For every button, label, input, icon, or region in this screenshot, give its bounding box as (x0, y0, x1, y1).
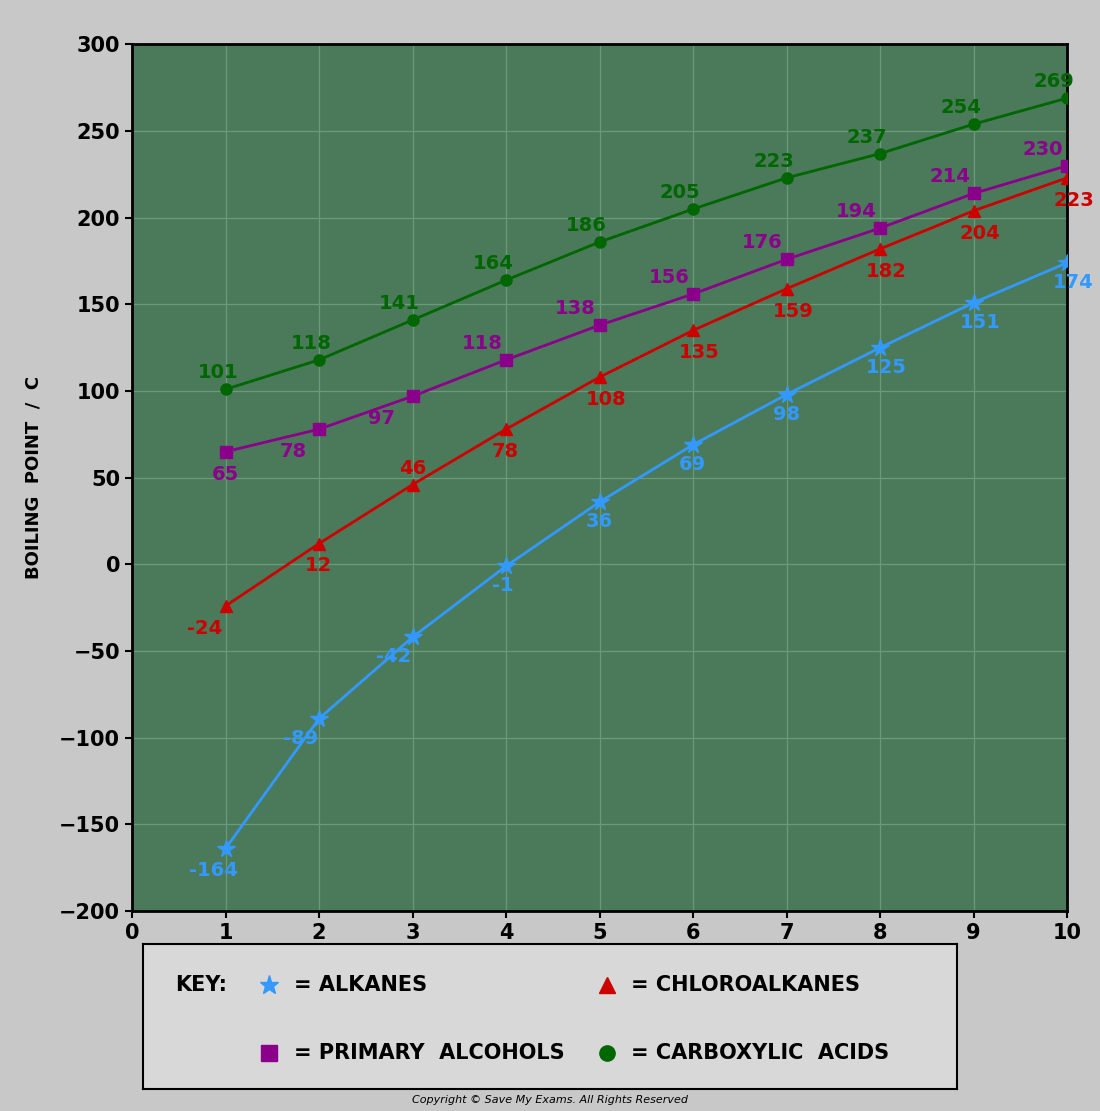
Text: KEY:: KEY: (176, 974, 228, 994)
Text: 254: 254 (940, 98, 981, 117)
Text: -24: -24 (187, 619, 222, 638)
Text: 269: 269 (1034, 72, 1075, 91)
Text: 65: 65 (211, 464, 239, 483)
Text: 164: 164 (473, 254, 514, 273)
Text: -89: -89 (283, 729, 318, 748)
Text: 174: 174 (1053, 273, 1093, 292)
Text: 237: 237 (847, 128, 888, 147)
Text: 46: 46 (398, 459, 426, 478)
Text: 125: 125 (866, 358, 908, 377)
Y-axis label: BOILING  POINT  /  C: BOILING POINT / C (24, 377, 43, 579)
Text: -164: -164 (189, 861, 239, 880)
Text: 156: 156 (649, 268, 690, 287)
Text: 78: 78 (280, 442, 307, 461)
Text: 101: 101 (198, 363, 239, 382)
Text: 69: 69 (679, 454, 706, 473)
Text: = ALKANES: = ALKANES (294, 974, 427, 994)
X-axis label: NUMBER  OF  CARBON  ATOMS: NUMBER OF CARBON ATOMS (421, 960, 778, 980)
Text: 194: 194 (836, 202, 877, 221)
Text: = CARBOXYLIC  ACIDS: = CARBOXYLIC ACIDS (631, 1042, 890, 1063)
Text: 204: 204 (959, 223, 1000, 242)
Text: 36: 36 (585, 512, 613, 531)
Text: 205: 205 (660, 183, 701, 202)
Text: = PRIMARY  ALCOHOLS: = PRIMARY ALCOHOLS (294, 1042, 564, 1063)
Text: 182: 182 (866, 262, 908, 281)
Text: -42: -42 (376, 648, 411, 667)
Text: 223: 223 (1053, 191, 1093, 210)
Text: 151: 151 (959, 312, 1001, 332)
Text: 12: 12 (305, 557, 332, 575)
Text: 214: 214 (930, 168, 970, 187)
Text: 97: 97 (368, 409, 395, 428)
Text: 78: 78 (492, 442, 519, 461)
Text: 135: 135 (679, 343, 719, 362)
Text: 223: 223 (754, 152, 794, 171)
Text: 186: 186 (566, 216, 607, 234)
Text: 118: 118 (462, 333, 503, 353)
Text: 230: 230 (1023, 140, 1063, 159)
Text: 108: 108 (585, 390, 626, 409)
Text: = CHLOROALKANES: = CHLOROALKANES (631, 974, 860, 994)
Text: 118: 118 (292, 333, 332, 353)
Text: 98: 98 (772, 404, 800, 423)
Text: 138: 138 (556, 299, 596, 318)
Text: 176: 176 (742, 233, 783, 252)
Text: -1: -1 (492, 577, 514, 595)
Text: 159: 159 (772, 301, 813, 321)
Text: Copyright © Save My Exams. All Rights Reserved: Copyright © Save My Exams. All Rights Re… (412, 1095, 688, 1105)
Text: 141: 141 (379, 294, 420, 313)
